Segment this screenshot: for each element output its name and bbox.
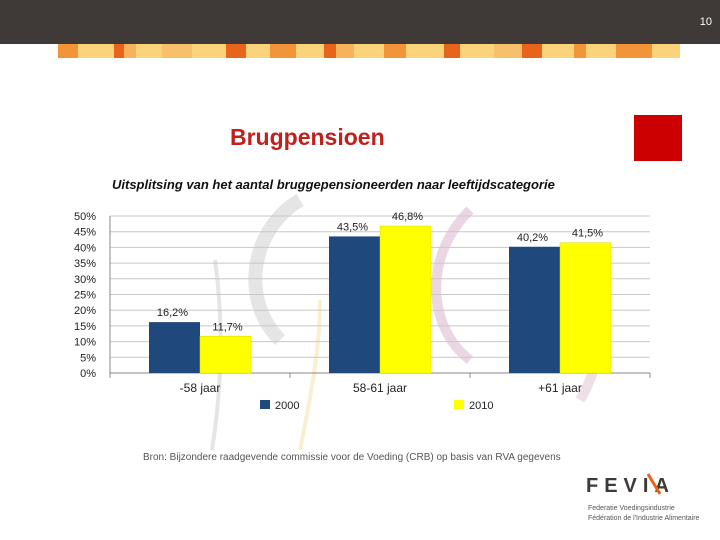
- x-tick-label: +61 jaar: [538, 381, 582, 395]
- logo-line-2: Fédération de l'Industrie Alimentaire: [588, 515, 700, 522]
- bar-2010-2: [559, 242, 612, 374]
- svg-text:FEVIA: FEVIA: [586, 475, 675, 497]
- data-label: 46,8%: [392, 211, 423, 223]
- source-note: Bron: Bijzondere raadgevende commissie v…: [143, 452, 561, 463]
- y-tick-label: 30%: [74, 274, 96, 286]
- bar-2000-1: [329, 236, 380, 373]
- fevia-logo: FEVIA: [586, 473, 675, 497]
- y-tick-label: 20%: [74, 305, 96, 317]
- y-tick-label: 45%: [74, 227, 96, 239]
- data-label: 11,7%: [212, 321, 243, 333]
- y-tick-label: 25%: [74, 290, 96, 302]
- x-tick-label: 58-61 jaar: [353, 381, 407, 395]
- data-label: 40,2%: [517, 232, 548, 244]
- chart-title: Uitsplitsing van het aantal bruggepensio…: [112, 177, 555, 192]
- data-label: 41,5%: [572, 228, 603, 240]
- y-tick-label: 40%: [74, 242, 96, 254]
- y-tick-label: 35%: [74, 258, 96, 270]
- data-label: 43,5%: [337, 221, 368, 233]
- legend-label: 2010: [469, 400, 493, 412]
- y-tick-label: 50%: [74, 211, 96, 223]
- legend-swatch-2000: [260, 400, 270, 409]
- red-square-decoration: [634, 115, 682, 161]
- top-bar: [0, 0, 720, 44]
- bar-2010-0: [199, 336, 252, 374]
- legend-swatch-2010: [454, 400, 464, 409]
- logo-line-1: Federatie Voedingsindustrie: [588, 505, 675, 512]
- x-tick-label: -58 jaar: [180, 381, 221, 395]
- data-label: 16,2%: [157, 307, 188, 319]
- bar-2000-2: [509, 246, 560, 373]
- bar-2000-0: [149, 322, 200, 373]
- y-tick-label: 5%: [80, 352, 96, 364]
- slide-title: Brugpensioen: [230, 124, 385, 150]
- decorative-stripe: [0, 44, 720, 58]
- y-tick-label: 0%: [80, 368, 96, 380]
- y-tick-label: 15%: [74, 321, 96, 333]
- y-tick-label: 10%: [74, 337, 96, 349]
- legend-label: 2000: [275, 400, 299, 412]
- page-number: 10: [699, 16, 712, 28]
- bar-2010-1: [379, 225, 432, 374]
